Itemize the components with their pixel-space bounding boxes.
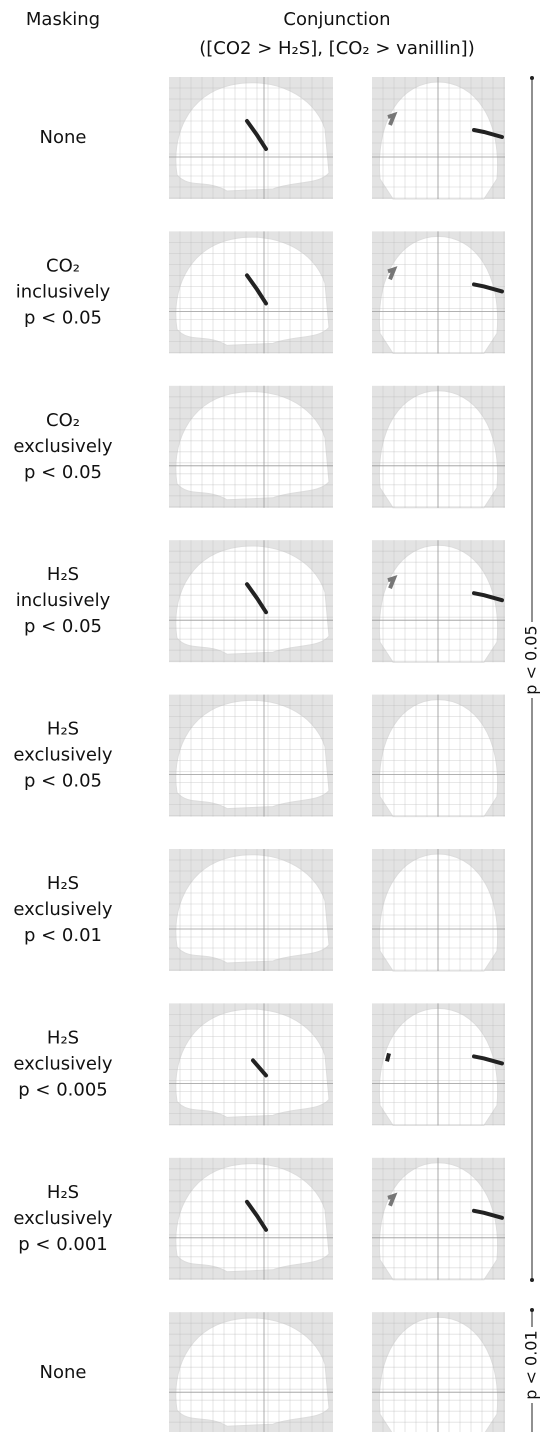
masking-header: Masking [26,9,100,30]
coronal-view [372,231,505,353]
coronal-view [372,1312,505,1432]
bracket-end [530,1308,534,1312]
sagittal-view [169,77,333,199]
row-label: CO₂ [46,255,80,276]
coronal-view [372,1158,505,1280]
row-label: H₂S [47,564,79,585]
sagittal-view [169,1003,333,1125]
row-label: p < 0.05 [24,771,102,792]
coronal-view [372,849,505,971]
sagittal-view [169,1158,333,1280]
row-label: None [40,127,87,148]
row-label: exclusively [13,899,113,920]
bracket-label: p < 0.01 [522,1330,541,1399]
row-label: H₂S [47,1027,79,1048]
coronal-view [372,77,505,199]
figure: Masking Conjunction ([CO2 > H₂S], [CO₂ >… [0,0,541,1432]
sagittal-view [169,386,333,508]
row-label: exclusively [13,1053,113,1074]
row-label: p < 0.05 [24,462,102,483]
bracket-label: p < 0.05 [522,625,541,694]
row-label: exclusively [13,745,113,766]
conjunction-header: Conjunction [283,9,390,30]
row-label: p < 0.005 [18,1079,107,1100]
sagittal-view [169,849,333,971]
row-label: exclusively [13,1208,113,1229]
bracket-end [530,76,534,80]
coronal-view [372,540,505,662]
row-label: exclusively [13,436,113,457]
row-label: None [40,1362,87,1383]
row-label: inclusively [16,281,111,302]
contrast-header: ([CO2 > H₂S], [CO₂ > vanillin]) [199,38,474,59]
coronal-view [372,695,505,817]
row-label: p < 0.01 [24,925,102,946]
row-label: p < 0.001 [18,1234,107,1255]
activation [387,1053,389,1061]
sagittal-view [169,231,333,353]
bracket-end [530,1278,534,1282]
sagittal-view [169,540,333,662]
coronal-view [372,1003,505,1125]
row-label: p < 0.05 [24,307,102,328]
sagittal-view [169,695,333,817]
sagittal-view [169,1312,333,1432]
row-label: p < 0.05 [24,616,102,637]
coronal-view [372,386,505,508]
row-label: CO₂ [46,410,80,431]
row-label: H₂S [47,873,79,894]
row-label: H₂S [47,719,79,740]
row-label: inclusively [16,590,111,611]
row-label: H₂S [47,1182,79,1203]
